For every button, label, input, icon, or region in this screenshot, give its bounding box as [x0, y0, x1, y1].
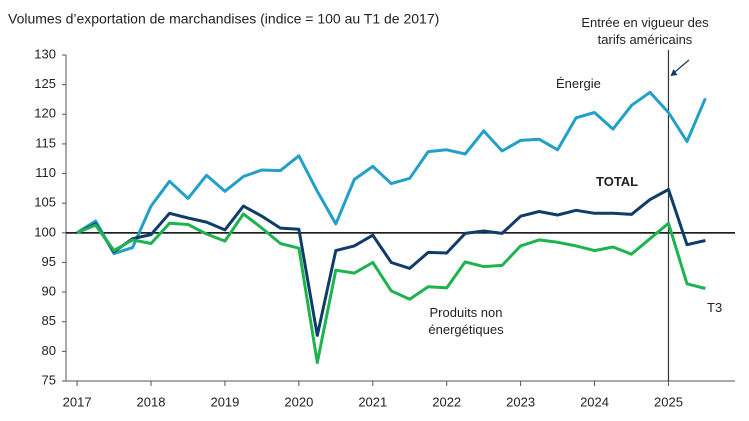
y-tick-label: 80: [42, 343, 56, 358]
series-label: Énergie: [556, 76, 601, 91]
y-tick-label: 90: [42, 284, 56, 299]
y-tick-label: 115: [35, 135, 56, 150]
x-tick-label: 2021: [358, 394, 387, 409]
x-tick-label: 2017: [63, 394, 92, 409]
y-tick-label: 105: [34, 195, 56, 210]
y-tick-label: 75: [42, 372, 56, 387]
x-tick-label: 2023: [506, 394, 535, 409]
x-tick-label: 2025: [654, 394, 683, 409]
y-tick-label: 130: [34, 46, 56, 61]
x-tick-label: 2019: [210, 394, 239, 409]
x-tick-label: 2022: [432, 394, 461, 409]
series-line: [76, 212, 706, 365]
y-tick-label: 125: [34, 76, 56, 91]
y-tick-label: 120: [34, 106, 56, 121]
series-label: Produits non énergétiques: [428, 305, 504, 337]
event-arrowhead: [670, 69, 678, 76]
y-tick-label: 85: [42, 313, 56, 328]
x-tick-label: 2024: [580, 394, 609, 409]
end-label: T3: [707, 300, 723, 315]
series-line: [76, 90, 707, 256]
y-tick-label: 95: [42, 254, 56, 269]
y-tick-label: 100: [34, 224, 56, 239]
event-label: Entrée en vigueur des tarifs américains: [581, 15, 709, 47]
series-line: [76, 188, 706, 337]
series-label: TOTAL: [596, 174, 639, 189]
x-tick-label: 2018: [137, 394, 166, 409]
x-tick-label: 2020: [284, 394, 313, 409]
y-tick-label: 110: [35, 165, 56, 180]
chart-title: Volumes d’exportation de marchandises (i…: [8, 11, 439, 27]
